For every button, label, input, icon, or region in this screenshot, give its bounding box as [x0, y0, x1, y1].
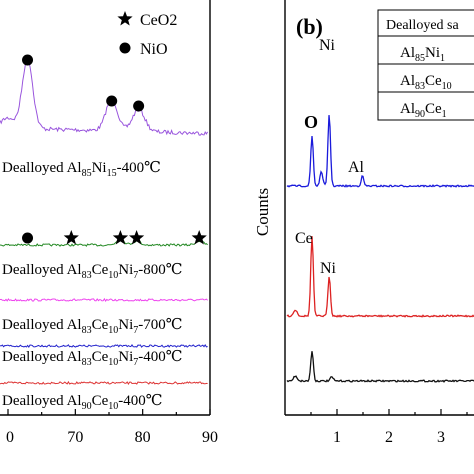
legend-label: NiO	[140, 41, 168, 58]
panel-b-x-tick-label: 3	[437, 429, 445, 446]
spectrum-peak-label: Ce	[295, 230, 313, 247]
table-row-label: Al83Ce10	[400, 73, 452, 92]
panel-b-label: (b)	[296, 14, 323, 39]
series-label: Dealloyed Al90Ce10-400℃	[2, 393, 163, 412]
table-row-label: Al85Ni1	[400, 45, 445, 64]
ceo2-peak-marker	[63, 230, 79, 245]
spectrum-line	[286, 115, 474, 188]
series-label: Dealloyed Al83Ce10Ni7-800℃	[2, 262, 183, 281]
spectrum-peak-label: O	[304, 112, 318, 132]
panel-a-x-tick-label: 90	[202, 429, 218, 446]
panel-a-x-tick-label: 80	[135, 429, 151, 446]
spectrum-line	[286, 236, 474, 318]
series-label: Dealloyed Al83Ce10Ni7-700℃	[2, 317, 183, 336]
nio-peak-marker	[22, 232, 34, 244]
series-line	[0, 343, 208, 349]
panel-b-x-tick-label: 1	[333, 429, 341, 446]
spectrum-peak-label: Al	[348, 159, 365, 176]
panel-a-x-tick-label: 70	[67, 429, 83, 446]
legend-star-marker	[117, 11, 133, 26]
nio-peak-marker	[106, 95, 118, 107]
spectrum-line	[286, 351, 474, 383]
series-line	[0, 380, 208, 385]
table-border	[377, 9, 474, 121]
legend-label: CeO2	[140, 12, 177, 29]
ceo2-peak-marker	[112, 230, 129, 245]
panel-b-y-label: Counts	[253, 188, 272, 236]
series-line	[0, 238, 208, 247]
nio-peak-marker	[133, 100, 145, 112]
spectrum-peak-label: Ni	[319, 37, 336, 54]
series-label: Dealloyed Al85Ni15-400℃	[2, 160, 161, 179]
ceo2-peak-marker	[129, 230, 145, 245]
panel-a-x-tick-label: 0	[6, 429, 14, 446]
nio-peak-marker	[22, 54, 34, 66]
panel-b-x-tick-label: 2	[385, 429, 393, 446]
panel-b-table: Dealloyed sa Al85Ni1 Al83Ce10 Al90Ce1	[377, 9, 474, 121]
table-header: Dealloyed sa	[386, 18, 459, 33]
series-line	[0, 57, 209, 136]
ceo2-peak-marker	[191, 230, 207, 245]
legend-circle-marker	[119, 42, 131, 54]
series-line	[0, 297, 208, 303]
spectrum-peak-label: Ni	[320, 260, 337, 277]
table-row-label: Al90Ce1	[400, 101, 447, 120]
series-label: Dealloyed Al83Ce10Ni7-400℃	[2, 349, 183, 368]
